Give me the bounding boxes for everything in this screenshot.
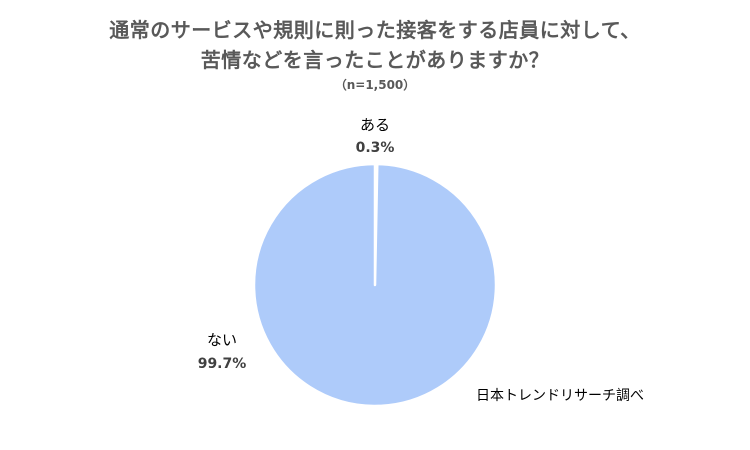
pie-labels: ある 0.3% ない 99.7% (198, 116, 395, 372)
chart-subtitle: （n=1,500） (334, 78, 416, 92)
slice-value-nai: 99.7% (198, 356, 247, 372)
slice-label-nai: ない (207, 331, 237, 349)
slice-label-aru: ある (360, 116, 390, 134)
pie-slices (252, 162, 498, 408)
chart-title-line-2: 苦情などを言ったことがありますか？ (200, 48, 550, 72)
slice-value-aru: 0.3% (356, 140, 395, 156)
pie-slice-nai (252, 162, 498, 408)
chart-title-line-1: 通常のサービスや規則に則った接客をする店員に対して、 (109, 18, 641, 42)
source-note: 日本トレンドリサーチ調べ (476, 388, 644, 404)
